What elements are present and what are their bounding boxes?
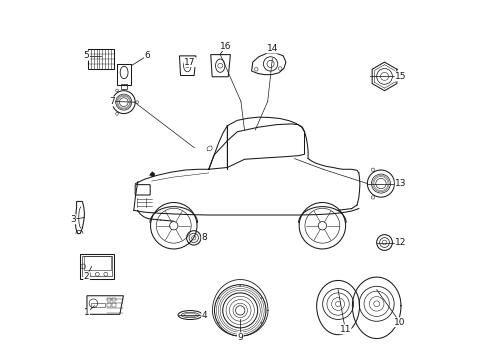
Bar — [121, 84, 127, 89]
Text: 9: 9 — [237, 333, 243, 342]
Text: 7: 7 — [108, 97, 114, 106]
Bar — [90, 302, 105, 307]
Text: 10: 10 — [393, 318, 405, 327]
Text: 13: 13 — [394, 179, 406, 188]
Bar — [107, 303, 110, 307]
Bar — [117, 64, 131, 85]
Bar — [80, 254, 114, 279]
Text: 14: 14 — [266, 44, 278, 53]
Text: 1: 1 — [83, 309, 89, 318]
Text: 12: 12 — [394, 238, 406, 247]
Bar — [82, 256, 112, 276]
Text: 3: 3 — [70, 215, 76, 224]
Text: 15: 15 — [394, 72, 406, 81]
Bar — [88, 49, 114, 69]
Text: 6: 6 — [144, 51, 150, 60]
Text: 11: 11 — [339, 325, 350, 334]
Bar — [107, 298, 110, 301]
Text: 4: 4 — [201, 311, 207, 320]
Bar — [112, 303, 116, 307]
Bar — [84, 256, 110, 270]
Text: 16: 16 — [220, 41, 231, 50]
Text: 17: 17 — [184, 58, 196, 67]
Text: 5: 5 — [83, 51, 89, 60]
Polygon shape — [206, 146, 212, 151]
Bar — [112, 298, 116, 301]
Text: 8: 8 — [201, 233, 207, 242]
Text: 2: 2 — [83, 272, 89, 281]
